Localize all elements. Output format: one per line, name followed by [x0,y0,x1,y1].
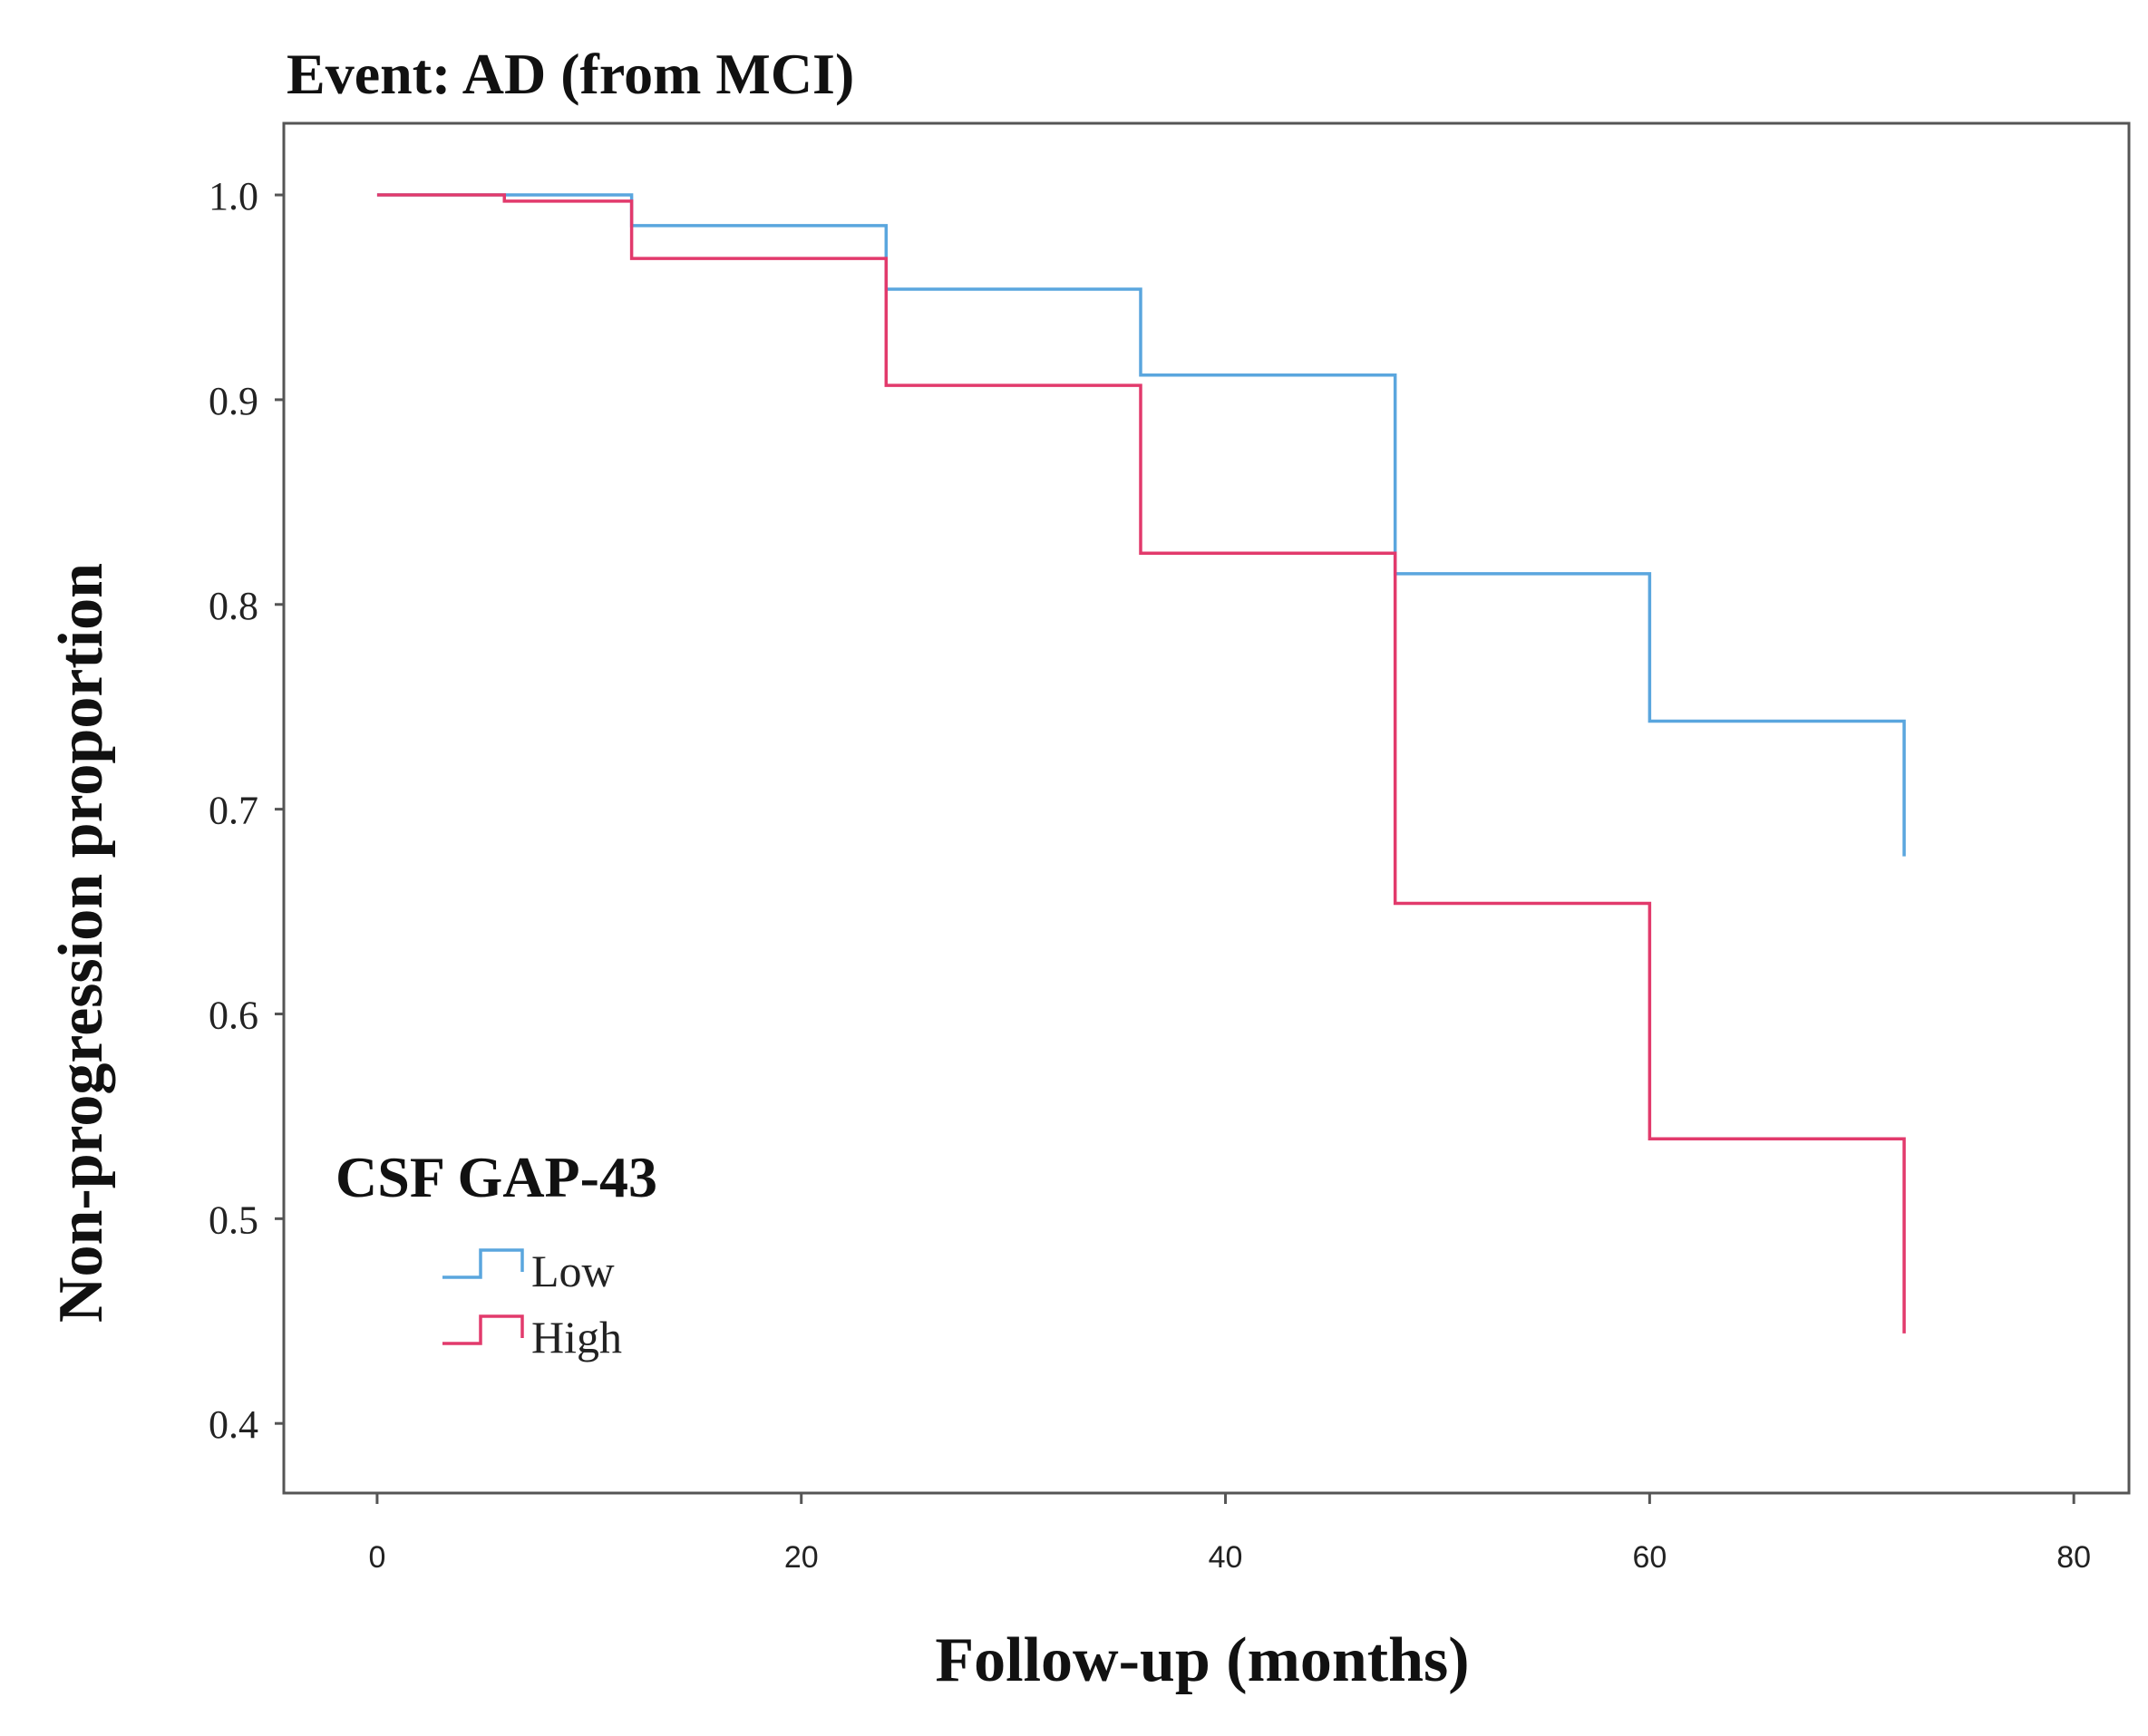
legend-label: Low [531,1246,615,1296]
x-tick-label: 40 [1209,1540,1243,1575]
x-axis: 0 20 40 60 80 [368,1492,2091,1575]
x-tick-label: 60 [1632,1540,1667,1575]
y-tick-label: 0.6 [209,993,258,1037]
y-tick-label: 1.0 [209,174,258,218]
x-tick-label: 0 [368,1540,385,1575]
y-axis-title: Non-progression proportion [46,563,116,1323]
x-tick-label: 80 [2056,1540,2091,1575]
y-axis: 0.4 0.5 0.6 0.7 0.8 0.9 1.0 [209,174,285,1447]
y-tick-label: 0.4 [209,1402,258,1447]
legend-swatch [442,1248,524,1279]
x-tick-label: 20 [784,1540,819,1575]
legend-items: Low High [442,1246,622,1363]
legend: CSF GAP-43 Low High [335,1145,657,1363]
y-tick-label: 0.8 [209,584,258,628]
y-tick-label: 0.5 [209,1198,258,1242]
legend-item-high: High [442,1312,622,1363]
legend-label: High [531,1312,622,1363]
x-axis-title: Follow-up (months) [935,1625,1469,1695]
legend-title: CSF GAP-43 [335,1145,657,1209]
y-tick-label: 0.7 [209,789,258,833]
legend-item-low: Low [442,1246,615,1296]
legend-swatch [442,1314,524,1345]
chart-title: Event: AD (from MCI) [287,42,854,106]
y-tick-label: 0.9 [209,379,258,423]
series-line-high [376,193,1906,1334]
series-layer [376,193,1906,1334]
